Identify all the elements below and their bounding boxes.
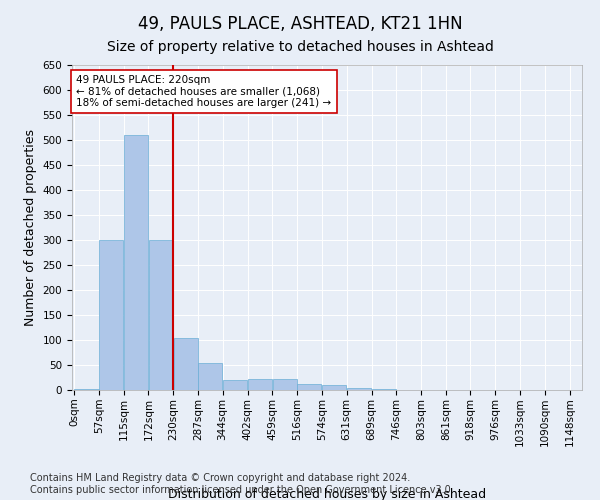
- Bar: [223, 380, 247, 390]
- Bar: [272, 379, 296, 390]
- Text: Size of property relative to detached houses in Ashtead: Size of property relative to detached ho…: [107, 40, 493, 54]
- Bar: [74, 389, 98, 390]
- Bar: [124, 135, 148, 390]
- Bar: [198, 362, 223, 390]
- Bar: [322, 385, 346, 390]
- Bar: [347, 388, 371, 390]
- Text: Contains HM Land Registry data © Crown copyright and database right 2024.
Contai: Contains HM Land Registry data © Crown c…: [30, 474, 454, 495]
- Bar: [248, 379, 272, 390]
- Y-axis label: Number of detached properties: Number of detached properties: [24, 129, 37, 326]
- Bar: [173, 338, 198, 390]
- Text: 49 PAULS PLACE: 220sqm
← 81% of detached houses are smaller (1,068)
18% of semi-: 49 PAULS PLACE: 220sqm ← 81% of detached…: [76, 75, 331, 108]
- Bar: [149, 240, 173, 390]
- Text: 49, PAULS PLACE, ASHTEAD, KT21 1HN: 49, PAULS PLACE, ASHTEAD, KT21 1HN: [137, 15, 463, 33]
- Bar: [297, 384, 321, 390]
- Bar: [372, 389, 396, 390]
- X-axis label: Distribution of detached houses by size in Ashtead: Distribution of detached houses by size …: [168, 488, 486, 500]
- Bar: [99, 240, 123, 390]
